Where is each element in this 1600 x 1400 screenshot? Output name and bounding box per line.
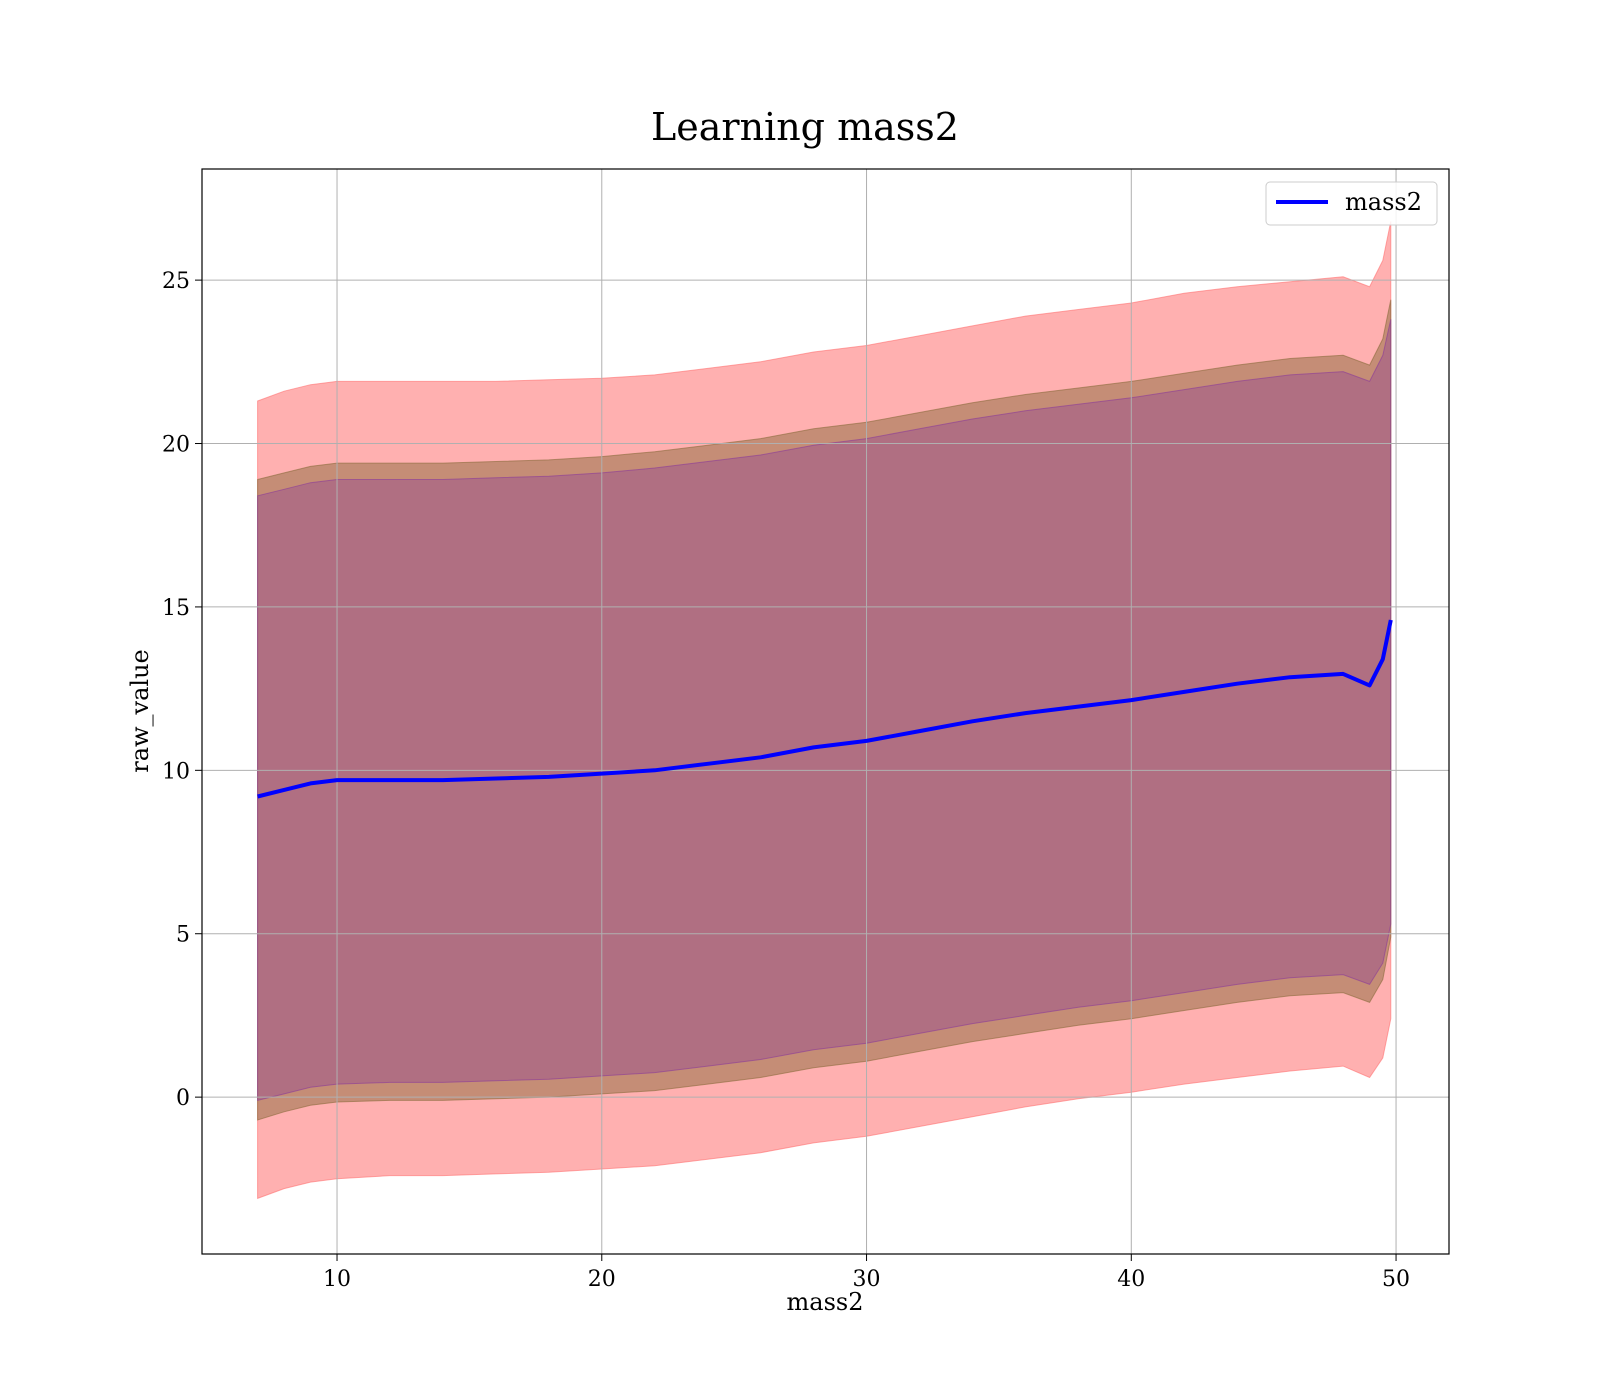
x-tick-label: 50 — [1382, 1267, 1410, 1292]
legend: mass2 — [1265, 181, 1438, 226]
band-2 — [257, 319, 1392, 1102]
plot-area — [201, 168, 1450, 1255]
x-tick-label: 40 — [1117, 1267, 1145, 1292]
x-tick-label: 10 — [323, 1267, 351, 1292]
chart-title: Learning mass2 — [651, 105, 959, 149]
legend-box — [1265, 181, 1438, 226]
band-1 — [257, 299, 1392, 1121]
y-tick-label: 5 — [176, 923, 190, 948]
y-tick-label: 0 — [176, 1086, 190, 1111]
y-tick-label: 10 — [162, 759, 190, 784]
series-lines — [257, 619, 1393, 799]
grid — [202, 169, 1449, 1254]
x-axis-label: mass2 — [787, 1288, 864, 1316]
x-tick-label: 20 — [588, 1267, 616, 1292]
y-axis-ticks: 0 5 10 15 20 25 — [162, 269, 202, 1111]
x-axis-ticks: 10 20 30 40 50 — [323, 1254, 1410, 1292]
series-line-mass2 — [257, 619, 1393, 799]
y-tick-label: 20 — [162, 433, 190, 458]
legend-label-mass2: mass2 — [1345, 188, 1422, 216]
y-tick-label: 15 — [162, 596, 190, 621]
x-tick-label: 30 — [853, 1267, 881, 1292]
y-axis-label: raw_value — [126, 649, 154, 773]
confidence-bands — [257, 221, 1392, 1200]
y-tick-label: 25 — [162, 269, 190, 294]
plot-frame — [201, 168, 1450, 1255]
